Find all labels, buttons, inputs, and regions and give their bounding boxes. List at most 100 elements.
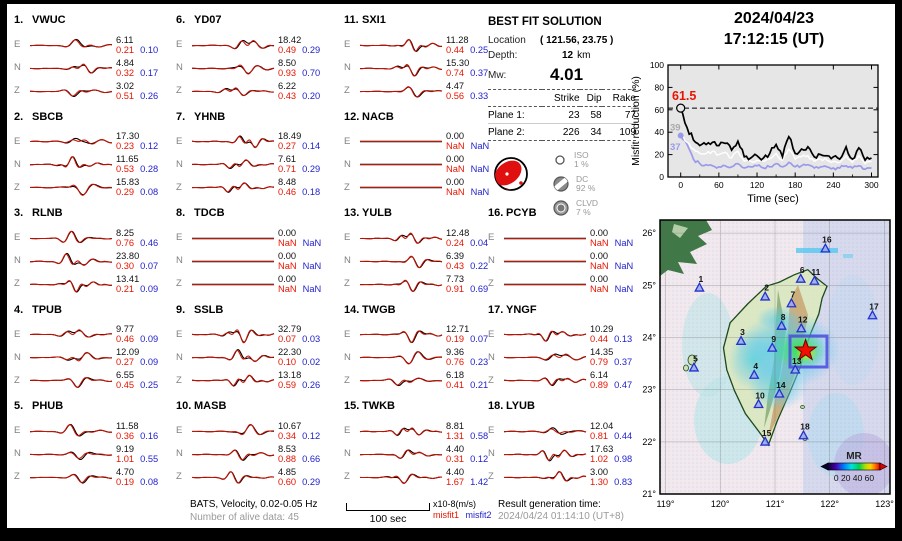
amplitude-value: 3.02: [116, 80, 135, 91]
misfit1-value: 0.59: [278, 380, 297, 390]
misfit1-value: 0.21: [116, 44, 135, 55]
component-label: N: [488, 351, 495, 363]
station-marker: 1: [694, 274, 705, 292]
misfit1-value: NaN: [590, 237, 609, 248]
iso-percent: 1 %: [574, 159, 589, 169]
trace-values: 13.18 0.59 0.26: [278, 370, 326, 390]
station-name: YHNB: [194, 110, 226, 123]
amplitude-value: 4.70: [116, 466, 135, 477]
station-header: 11. SXI1: [344, 14, 496, 27]
colorbar-ticks: 0 20 40 60: [834, 473, 874, 483]
station-block: 7. YHNB E 18.49 0.27 0.14 N 7.61 0.71 0.29 Z 8.48 0.…: [176, 111, 328, 207]
misfit2-value: 0.26: [302, 380, 321, 390]
station-header: 8. TDCB: [176, 207, 328, 220]
station-number: 14.: [344, 303, 360, 316]
map-lon-label: 122°: [820, 499, 839, 509]
misfit1-value: 1.31: [446, 430, 465, 441]
misfit2-value: 0.10: [140, 44, 159, 55]
component-label: E: [344, 232, 351, 243]
trace-values: 9.19 1.01 0.55: [116, 444, 164, 464]
misfit-values: 0.93 0.70: [278, 68, 326, 78]
component-row: Z 6.14 0.89 0.47: [488, 369, 640, 392]
station-header: 9. SSLB: [176, 304, 328, 317]
misfit-values: 0.24 0.04: [446, 238, 494, 248]
waveform-column-2: 6. YD07 E 18.42 0.49 0.29 N 8.50 0.93 0.70 Z 6.22 0.…: [176, 14, 328, 498]
misfit1-value: 0.34: [278, 430, 297, 441]
component-row: N 17.63 1.02 0.98: [488, 442, 640, 465]
misfit1-value: 0.74: [446, 67, 465, 78]
trace-values: 0.00 NaN NaN: [590, 228, 638, 248]
component-row: E 12.04 0.81 0.44: [488, 419, 640, 442]
misfit2-value: 0.29: [302, 164, 321, 174]
best-value-label: 61.5: [672, 89, 696, 103]
misfit2-value: 0.55: [140, 453, 159, 464]
misfit1-value: 1.01: [116, 453, 135, 464]
misfit2-value: NaN: [614, 237, 634, 248]
best-solution-marker: [676, 103, 686, 113]
component-row: N 8.53 0.88 0.66: [176, 442, 328, 465]
component-row: N 12.09 0.27 0.09: [14, 346, 166, 369]
map-lat-label: 24°: [642, 333, 656, 343]
station-header: 7. YHNB: [176, 111, 328, 124]
location-label: Location: [488, 35, 526, 46]
station-triangle-icon: [820, 242, 831, 253]
trace-values: 6.22 0.43 0.20: [278, 81, 326, 101]
misfit-values: NaN NaN: [590, 238, 638, 248]
station-number: 12.: [344, 110, 360, 123]
misfit1-value: 1.67: [446, 476, 465, 487]
mw-value: 4.01: [550, 65, 584, 84]
component-row: Z 15.83 0.29 0.08: [14, 176, 166, 199]
misfit1-value: 0.56: [446, 90, 465, 101]
component-label: Z: [344, 181, 350, 193]
misfit1-value: 0.19: [446, 334, 465, 344]
waveform-trace: [30, 88, 113, 97]
component-label: E: [14, 135, 21, 147]
colorbar-label: MR: [846, 451, 862, 462]
y-tick-label: 100: [650, 60, 664, 70]
trace-values: 32.79 0.07 0.03: [278, 324, 326, 344]
component-row: E 8.25 0.76 0.46: [14, 226, 166, 249]
misfit2-value: 0.08: [140, 476, 159, 487]
misfit-values: 0.07 0.03: [278, 334, 326, 344]
misfit-values: NaN NaN: [278, 238, 326, 248]
amplitude-value: 7.61: [278, 154, 297, 164]
misfit2-value: 0.37: [470, 67, 489, 78]
misfit-values: 0.79 0.37: [590, 357, 638, 367]
depth-unit: km: [577, 50, 591, 61]
amplitude-value: 12.71: [446, 324, 470, 334]
component-label: Z: [176, 181, 182, 193]
waveform-trace: [29, 156, 113, 168]
mr-colorbar: MR 0 20 40 60: [820, 451, 888, 483]
station-id-label: 18: [800, 422, 810, 432]
station-header: 15. TWKB: [344, 400, 496, 413]
misfit-values: NaN NaN: [446, 164, 494, 174]
station-header: 17. YNGF: [488, 304, 640, 317]
initial-solution-marker: [677, 132, 684, 139]
misfit1-value: 0.76: [446, 357, 465, 367]
station-marker: 17: [867, 302, 879, 320]
misfit1-value: 0.10: [278, 357, 297, 367]
waveform-trace: [29, 473, 112, 484]
depth-label: Depth:: [488, 50, 518, 61]
station-header: 16. PCYB: [488, 207, 640, 220]
station-triangle-icon: [795, 273, 807, 283]
misfit2-value: 0.21: [470, 380, 489, 390]
station-header: 5. PHUB: [14, 400, 166, 413]
component-row: N 15.30 0.74 0.37: [344, 56, 496, 79]
component-label: N: [176, 62, 183, 73]
misfit-values: 1.67 1.42: [446, 477, 494, 487]
y-tick-label: 40: [655, 127, 665, 137]
misfit1-value: 0.30: [116, 260, 135, 271]
misfit1-value: 0.46: [278, 187, 297, 197]
station-triangle-icon: [774, 387, 785, 398]
misfit2-value: 0.08: [140, 187, 159, 197]
initial-value-label: 37: [670, 142, 681, 153]
amplitude-value: 22.30: [278, 347, 302, 357]
misfit1-value: 0.76: [116, 237, 135, 248]
trace-values: 11.28 0.44 0.25: [446, 35, 494, 55]
result-generation: Result generation time: 2024/04/24 01:14…: [498, 499, 624, 523]
station-block: 6. YD07 E 18.42 0.49 0.29 N 8.50 0.93 0.70 Z 6.22 0.…: [176, 14, 328, 110]
station-number: 1.: [14, 14, 24, 26]
component-row: E 0.00 NaN NaN: [488, 226, 640, 249]
amplitude-value: 11.58: [116, 420, 139, 431]
